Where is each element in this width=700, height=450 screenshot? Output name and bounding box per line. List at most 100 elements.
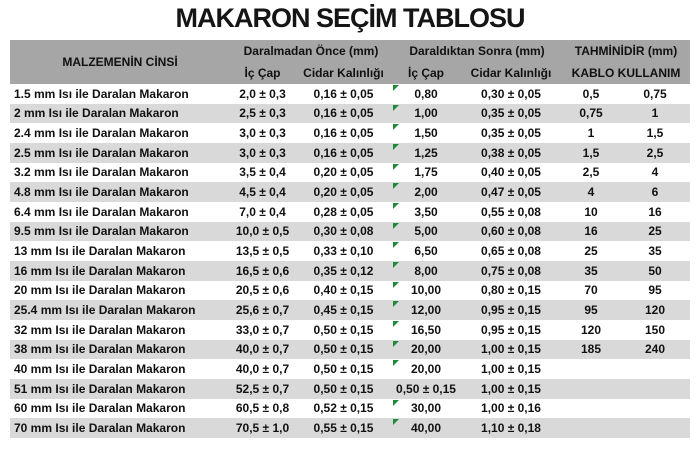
- cell-cable-usage-max: [620, 379, 690, 399]
- cell-wall-thickness-before: 0,16 ± 0,05: [313, 145, 374, 160]
- cell-wall-thickness-after: 1,00 ± 0,15: [481, 342, 541, 357]
- cell-wall-thickness-after: 1,00 ± 0,15: [481, 381, 541, 396]
- table-row: 40 mm Isı ile Daralan Makaron 40,0 ± 0,7…: [10, 359, 690, 379]
- cell-cable-usage-min: 4: [587, 185, 595, 200]
- cell-material-type: 16 mm Isı ile Daralan Makaron: [14, 263, 186, 278]
- cell-inner-diameter-after: 1,25: [392, 143, 460, 163]
- cell-inner-diameter-before: 33,0 ± 0,7: [235, 322, 290, 337]
- table-row: 4.8 mm Isı ile Daralan Makaron 4,5 ± 0,4…: [10, 182, 690, 202]
- header-inner-diameter-after: İç Çap: [392, 62, 460, 84]
- cell-cable-usage-min: 16: [584, 224, 598, 239]
- cell-error-flag-icon: [393, 419, 399, 426]
- cell-cable-usage-min: [562, 418, 620, 438]
- cell-cable-usage-min: 185: [580, 342, 602, 357]
- cell-cable-usage-max: 35: [648, 244, 662, 259]
- cell-cable-usage-max: 25: [648, 224, 662, 239]
- cell-material-type: 32 mm Isı ile Daralan Makaron: [14, 322, 186, 337]
- cell-inner-diameter-after: 40,00: [392, 418, 460, 438]
- header-inner-diameter-before: İç Çap: [230, 62, 295, 84]
- cell-wall-thickness-after: 0,38 ± 0,05: [481, 145, 541, 160]
- cell-cable-usage-max: 95: [648, 283, 662, 298]
- cell-inner-diameter-before: 7,0 ± 0,4: [239, 204, 286, 219]
- cell-cable-usage-max: 150: [644, 322, 666, 337]
- cell-inner-diameter-before: 2,0 ± 0,3: [239, 86, 286, 101]
- cell-inner-diameter-after: 16,50: [392, 320, 460, 340]
- cell-inner-diameter-after: 1,50: [392, 123, 460, 143]
- cell-wall-thickness-after: 1,00 ± 0,15: [481, 362, 541, 377]
- cell-cable-usage-max: 0,75: [643, 86, 667, 101]
- cell-inner-diameter-after: 20,00: [392, 340, 460, 360]
- cell-wall-thickness-before: 0,16 ± 0,05: [313, 126, 374, 141]
- cell-inner-diameter-before: 4,5 ± 0,4: [239, 185, 286, 200]
- table-row: 9.5 mm Isı ile Daralan Makaron 10,0 ± 0,…: [10, 221, 690, 242]
- table-row: 70 mm Isı ile Daralan Makaron 70,5 ± 1,0…: [10, 418, 690, 438]
- cell-error-flag-icon: [393, 320, 399, 327]
- cell-error-flag-icon: [393, 163, 399, 170]
- cell-cable-usage-min: 35: [584, 263, 598, 278]
- cell-cable-usage-max: 50: [648, 263, 662, 278]
- cell-cable-usage-max: [620, 359, 690, 379]
- cell-wall-thickness-after: 0,30 ± 0,05: [481, 86, 541, 101]
- cell-wall-thickness-after: 0,95 ± 0,15: [481, 303, 541, 318]
- cell-wall-thickness-before: 0,30 ± 0,08: [313, 224, 374, 239]
- cell-inner-diameter-before: 10,0 ± 0,5: [235, 224, 290, 239]
- cell-wall-thickness-after: 1,10 ± 0,18: [481, 420, 541, 435]
- cell-cable-usage-max: 16: [648, 204, 662, 219]
- cell-wall-thickness-before: 0,28 ± 0,05: [313, 204, 374, 219]
- cell-cable-usage-min: 0,5: [582, 86, 600, 101]
- cell-cable-usage-min: 95: [584, 303, 598, 318]
- cell-wall-thickness-after: 0,65 ± 0,08: [481, 244, 541, 259]
- cell-wall-thickness-before: 0,40 ± 0,15: [313, 283, 374, 298]
- cell-cable-usage-min: [562, 399, 620, 419]
- cell-error-flag-icon: [393, 242, 399, 249]
- cell-inner-diameter-before: 3,0 ± 0,3: [239, 145, 286, 160]
- cell-inner-diameter-after: 20,00: [392, 359, 460, 379]
- header-group-before-shrink: Daralmadan Önce (mm): [230, 40, 392, 62]
- table-row: 2 mm Isı ile Daralan Makaron 2,5 ± 0,3 0…: [10, 103, 690, 124]
- cell-material-type: 3.2 mm Isı ile Daralan Makaron: [14, 165, 189, 180]
- cell-inner-diameter-after: 0,50 ± 0,15: [396, 381, 456, 396]
- cell-inner-diameter-after: 12,00: [392, 300, 460, 320]
- cell-wall-thickness-before: 0,33 ± 0,10: [313, 244, 374, 259]
- cell-inner-diameter-after: 5,00: [392, 222, 460, 242]
- cell-error-flag-icon: [393, 261, 399, 268]
- cell-cable-usage-min: 25: [584, 244, 598, 259]
- table-row: 20 mm Isı ile Daralan Makaron 20,5 ± 0,6…: [10, 280, 690, 301]
- cell-cable-usage-max: 4: [651, 165, 659, 180]
- cell-material-type: 20 mm Isı ile Daralan Makaron: [14, 283, 186, 298]
- cell-error-flag-icon: [393, 399, 399, 406]
- cell-inner-diameter-before: 13,5 ± 0,5: [235, 244, 290, 259]
- cell-wall-thickness-after: 0,40 ± 0,05: [481, 165, 541, 180]
- cell-cable-usage-min: 1: [587, 126, 595, 141]
- cell-material-type: 2 mm Isı ile Daralan Makaron: [14, 106, 179, 121]
- cell-cable-usage-min: [562, 379, 620, 399]
- cell-wall-thickness-before: 0,20 ± 0,05: [313, 165, 374, 180]
- cell-error-flag-icon: [393, 301, 399, 308]
- cell-material-type: 25.4 mm Isı ile Daralan Makaron: [14, 303, 196, 318]
- cell-cable-usage-max: 1: [651, 106, 659, 121]
- cell-cable-usage-min: 120: [580, 322, 602, 337]
- cell-cable-usage-min: 2,5: [582, 165, 600, 180]
- cell-material-type: 9.5 mm Isı ile Daralan Makaron: [14, 224, 189, 239]
- table-row: 2.4 mm Isı ile Daralan Makaron 3,0 ± 0,3…: [10, 123, 690, 143]
- cell-cable-usage-max: 120: [644, 303, 666, 318]
- table-row: 1.5 mm Isı ile Daralan Makaron 2,0 ± 0,3…: [10, 84, 690, 104]
- cell-cable-usage-max: 240: [644, 342, 666, 357]
- table-row: 38 mm Isı ile Daralan Makaron 40,0 ± 0,7…: [10, 339, 690, 360]
- cell-error-flag-icon: [393, 85, 399, 91]
- table-body: 1.5 mm Isı ile Daralan Makaron 2,0 ± 0,3…: [10, 84, 690, 438]
- cell-inner-diameter-after: 10,00: [392, 281, 460, 301]
- cell-wall-thickness-before: 0,16 ± 0,05: [313, 106, 374, 121]
- cell-material-type: 6.4 mm Isı ile Daralan Makaron: [14, 204, 189, 219]
- table-row: 3.2 mm Isı ile Daralan Makaron 3,5 ± 0,4…: [10, 162, 690, 183]
- cell-error-flag-icon: [393, 222, 399, 229]
- table-row: 6.4 mm Isı ile Daralan Makaron 7,0 ± 0,4…: [10, 201, 690, 222]
- header-wall-thickness-after: Cidar Kalınlığı: [460, 62, 562, 84]
- table-header: MALZEMENİN CİNSİ Daralmadan Önce (mm) Da…: [10, 40, 690, 84]
- cell-inner-diameter-before: 40,0 ± 0,7: [235, 362, 290, 377]
- cell-inner-diameter-after: 3,50: [392, 202, 460, 222]
- cell-error-flag-icon: [393, 104, 399, 111]
- cell-inner-diameter-after: 6,50: [392, 241, 460, 261]
- cell-wall-thickness-after: 0,55 ± 0,08: [481, 204, 541, 219]
- table-row: 2.5 mm Isı ile Daralan Makaron 3,0 ± 0,3…: [10, 142, 690, 163]
